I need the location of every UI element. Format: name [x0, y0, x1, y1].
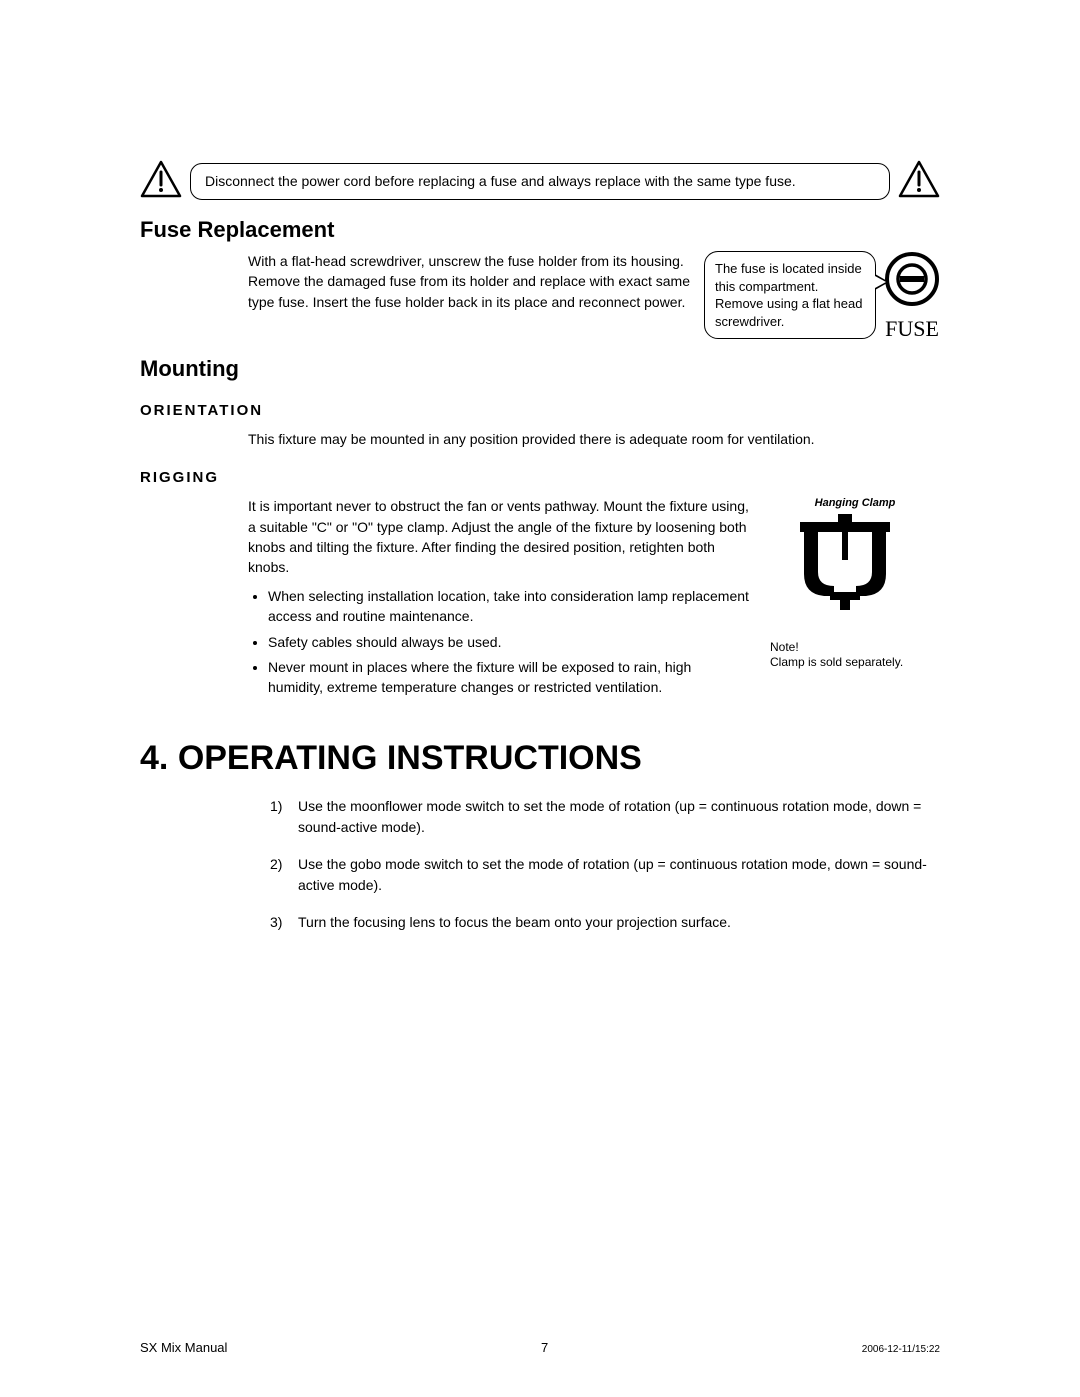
- fuse-heading: Fuse Replacement: [140, 217, 940, 243]
- orientation-heading: ORIENTATION: [140, 402, 940, 419]
- clamp-note-text: Clamp is sold separately.: [770, 655, 903, 669]
- operating-steps: Use the moonflower mode switch to set th…: [140, 796, 940, 933]
- page-footer: SX Mix Manual 7 2006-12-11/15:22: [140, 1340, 940, 1355]
- step-item: Turn the focusing lens to focus the beam…: [270, 912, 940, 933]
- warning-icon: [898, 160, 940, 203]
- footer-left: SX Mix Manual: [140, 1340, 227, 1355]
- orientation-body: This fixture may be mounted in any posit…: [140, 429, 940, 449]
- clamp-note-label: Note!: [770, 640, 799, 654]
- fuse-icon-label: FUSE: [884, 316, 940, 342]
- rigging-section: It is important never to obstruct the fa…: [140, 496, 940, 703]
- fuse-holder-icon: [884, 294, 940, 311]
- mounting-heading: Mounting: [140, 356, 940, 382]
- rigging-text-col: It is important never to obstruct the fa…: [248, 496, 750, 703]
- rigging-body: It is important never to obstruct the fa…: [248, 496, 750, 577]
- warning-row: Disconnect the power cord before replaci…: [140, 160, 940, 203]
- warning-icon: [140, 160, 182, 203]
- fuse-icon-column: FUSE: [884, 251, 940, 342]
- footer-page-number: 7: [541, 1340, 548, 1355]
- clamp-column: Hanging Clamp: [770, 496, 940, 671]
- bullet-item: Safety cables should always be used.: [268, 633, 750, 653]
- fuse-callout: The fuse is located inside this compartm…: [704, 251, 876, 339]
- chapter-heading: 4. OPERATING INSTRUCTIONS: [140, 739, 940, 778]
- rigging-bullets: When selecting installation location, ta…: [248, 587, 750, 697]
- bullet-item: Never mount in places where the fixture …: [268, 658, 750, 697]
- clamp-note: Note! Clamp is sold separately.: [770, 640, 940, 671]
- manual-page: Disconnect the power cord before replaci…: [0, 0, 1080, 1397]
- step-item: Use the moonflower mode switch to set th…: [270, 796, 940, 838]
- hanging-clamp-icon: [770, 603, 920, 617]
- step-item: Use the gobo mode switch to set the mode…: [270, 854, 940, 896]
- bullet-item: When selecting installation location, ta…: [268, 587, 750, 626]
- warning-text: Disconnect the power cord before replaci…: [190, 163, 890, 199]
- chapter-title: OPERATING INSTRUCTIONS: [178, 739, 642, 777]
- chapter-number: 4.: [140, 739, 168, 777]
- fuse-callout-group: The fuse is located inside this compartm…: [704, 251, 940, 342]
- fuse-section: With a flat-head screwdriver, unscrew th…: [140, 251, 940, 342]
- footer-date: 2006-12-11/15:22: [862, 1344, 940, 1355]
- rigging-heading: RIGGING: [140, 469, 940, 486]
- fuse-body: With a flat-head screwdriver, unscrew th…: [140, 251, 690, 312]
- clamp-title: Hanging Clamp: [770, 496, 940, 512]
